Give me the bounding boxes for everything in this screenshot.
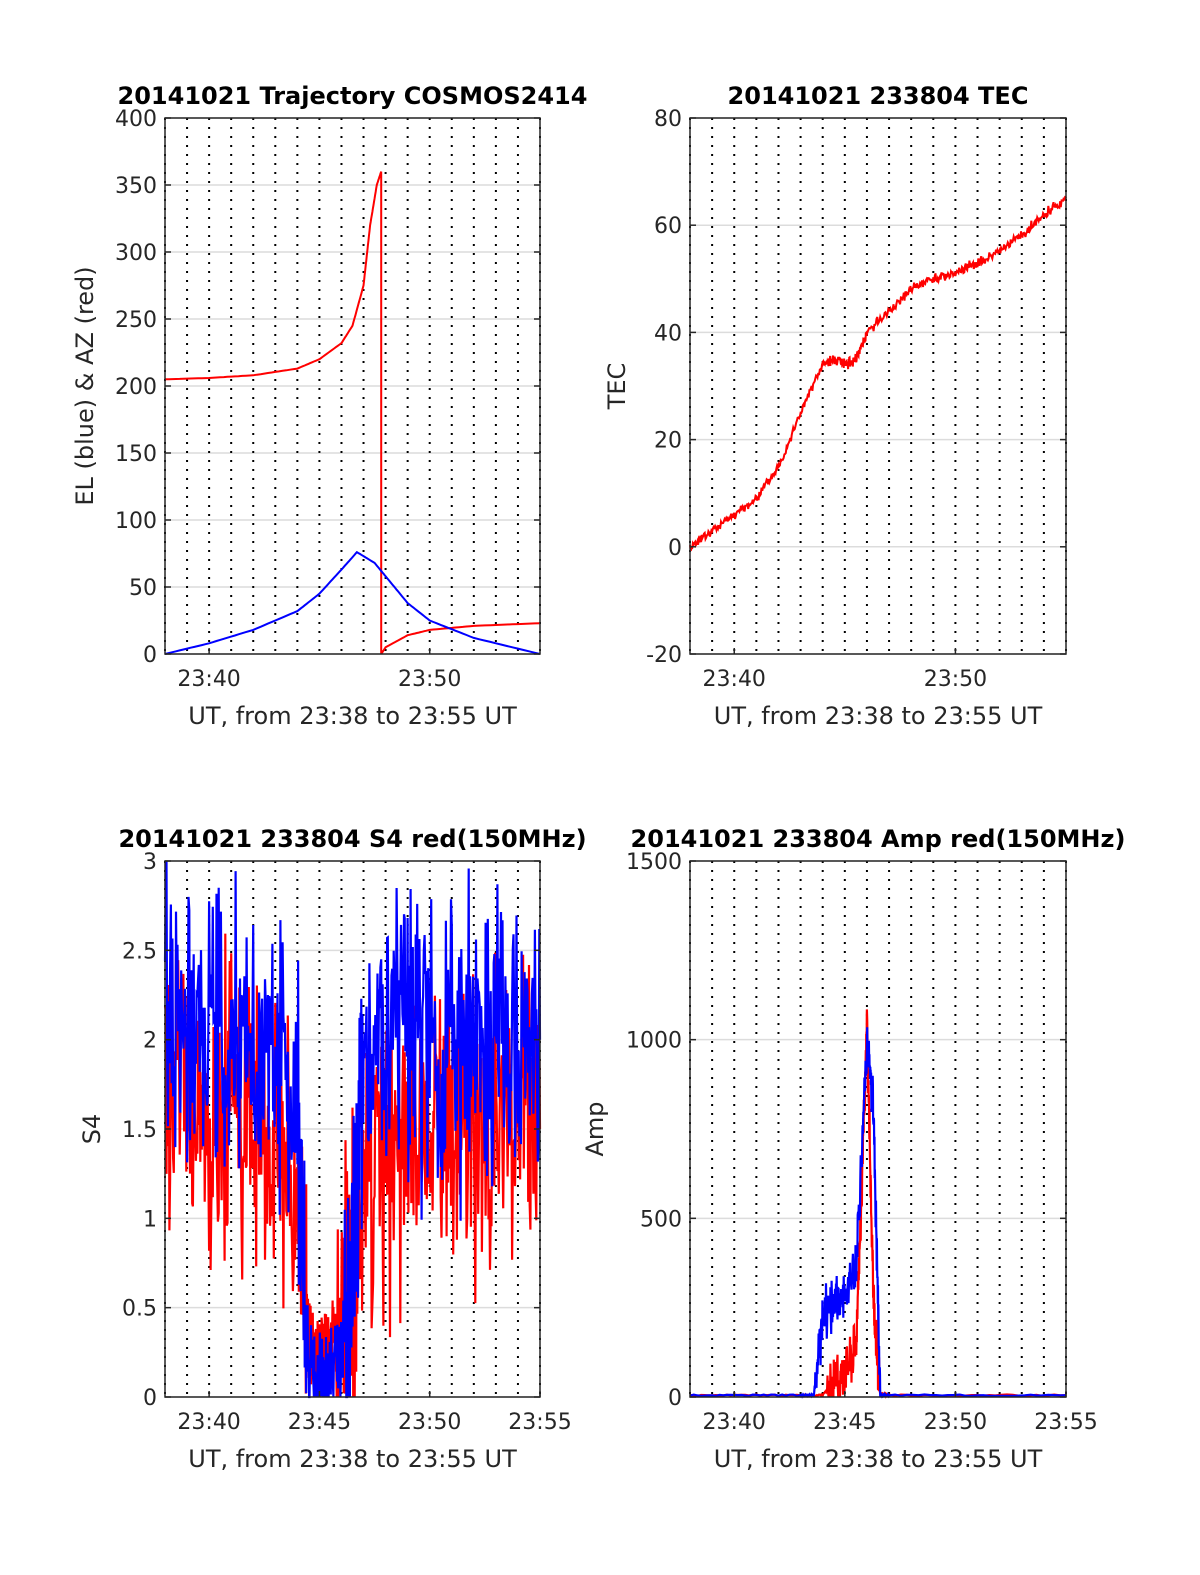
y-tick-label: 350 (115, 174, 157, 199)
y-tick-label: 100 (115, 509, 157, 534)
axes-box (689, 117, 1067, 655)
y-tick-label: 1.5 (122, 1118, 157, 1143)
x-axis-label: UT, from 23:38 to 23:55 UT (188, 1445, 517, 1473)
y-tick-label: 3 (143, 850, 157, 875)
y-tick-label: 2.5 (122, 939, 157, 964)
x-tick-label: 23:40 (703, 667, 766, 692)
x-tick-label: 23:40 (177, 1410, 240, 1435)
y-tick-label: 50 (129, 576, 157, 601)
chart-panel-4: 0 500 1000 1500 23:40 23:45 23:50 23:55 20141021… (581, 825, 1125, 1473)
y-axis-label: TEC (603, 363, 631, 411)
y-tick-label: -20 (646, 643, 682, 668)
y-tick-label: 300 (115, 241, 157, 266)
y-tick-label: 1500 (626, 850, 682, 875)
chart-title: 20141021 Trajectory COSMOS2414 (118, 82, 588, 110)
x-tick-label: 23:45 (288, 1410, 351, 1435)
x-tick-label: 23:55 (1034, 1410, 1097, 1435)
x-axis-label: UT, from 23:38 to 23:55 UT (188, 702, 517, 730)
chart-title: 20141021 233804 TEC (728, 82, 1029, 110)
y-tick-label: 500 (640, 1207, 682, 1232)
axes-box (689, 860, 1067, 1398)
chart-panel-1: 0 50 100 150 200 250 300 350 400 23:40 23:50 201410… (71, 82, 587, 730)
y-tick-label: 60 (654, 214, 682, 239)
y-tick-label: 40 (654, 321, 682, 346)
y-tick-label: 0 (668, 536, 682, 561)
chart-panel-3: 0 0.5 1 1.5 2 2.5 3 23:40 23:45 23:50 23:55 2014102… (78, 825, 587, 1473)
series-line-blue (163, 860, 542, 1399)
y-axis-label: S4 (78, 1114, 106, 1145)
y-tick-label: 0 (143, 643, 157, 668)
x-axis-label: UT, from 23:38 to 23:55 UT (714, 702, 1043, 730)
x-tick-label: 23:50 (398, 667, 461, 692)
y-tick-label: 250 (115, 308, 157, 333)
y-tick-label: 2 (143, 1029, 157, 1054)
series-line-red (164, 171, 541, 655)
x-tick-label: 23:50 (398, 1410, 461, 1435)
x-tick-label: 23:50 (924, 667, 987, 692)
x-tick-label: 23:50 (924, 1410, 987, 1435)
y-tick-label: 400 (115, 107, 157, 132)
y-tick-label: 1000 (626, 1029, 682, 1054)
x-axis-label: UT, from 23:38 to 23:55 UT (714, 1445, 1043, 1473)
y-tick-label: 20 (654, 429, 682, 454)
series-line-blue (164, 550, 541, 655)
chart-panel-2: -20 0 20 40 60 80 23:40 23:50 20141021 233804 TE… (603, 82, 1067, 730)
y-tick-label: 0.5 (122, 1297, 157, 1322)
chart-title: 20141021 233804 S4 red(150MHz) (118, 825, 586, 853)
series-line-blue (689, 1027, 1067, 1399)
x-tick-label: 23:40 (177, 667, 240, 692)
y-axis-label: Amp (581, 1101, 609, 1156)
chart-title: 20141021 233804 Amp red(150MHz) (631, 825, 1126, 853)
x-tick-label: 23:40 (703, 1410, 766, 1435)
x-tick-label: 23:45 (813, 1410, 876, 1435)
y-tick-label: 80 (654, 107, 682, 132)
y-tick-label: 0 (668, 1386, 682, 1411)
y-tick-label: 0 (143, 1386, 157, 1411)
x-tick-label: 23:55 (508, 1410, 571, 1435)
y-tick-label: 200 (115, 375, 157, 400)
y-tick-label: 1 (143, 1207, 157, 1232)
series-line-red (689, 195, 1067, 552)
y-tick-label: 150 (115, 442, 157, 467)
y-axis-label: EL (blue) & AZ (red) (71, 266, 99, 505)
